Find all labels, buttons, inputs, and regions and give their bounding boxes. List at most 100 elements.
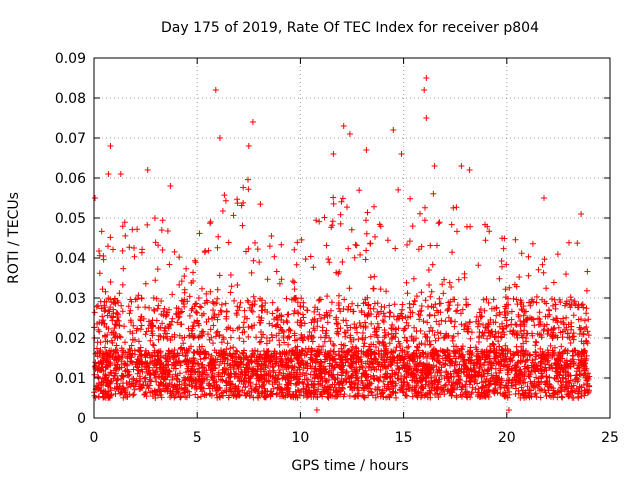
- data-point: [216, 350, 223, 357]
- data-point: [262, 300, 269, 306]
- data-point: [343, 356, 350, 363]
- data-point: [465, 348, 471, 355]
- data-point: [267, 373, 274, 379]
- data-point: [355, 336, 362, 343]
- data-point: [115, 386, 122, 393]
- data-point: [119, 223, 126, 230]
- y-tick-label: 0.07: [55, 131, 86, 147]
- data-point: [540, 269, 547, 276]
- data-point: [509, 383, 516, 389]
- data-point: [390, 127, 397, 133]
- data-point: [111, 325, 118, 332]
- data-point: [414, 343, 420, 350]
- data-point: [534, 330, 541, 337]
- data-point: [456, 350, 463, 357]
- data-point: [262, 372, 268, 379]
- data-point: [232, 350, 238, 357]
- data-point: [113, 342, 120, 349]
- data-point: [250, 293, 257, 300]
- data-point: [496, 275, 503, 282]
- data-point: [419, 377, 426, 384]
- data-point: [333, 269, 340, 276]
- data-point: [192, 391, 199, 398]
- data-point: [271, 253, 278, 260]
- data-point: [263, 335, 270, 341]
- data-point: [341, 391, 348, 398]
- data-point: [552, 317, 559, 324]
- data-point: [339, 354, 346, 361]
- data-point: [291, 295, 298, 302]
- data-point: [326, 334, 333, 341]
- data-point: [492, 354, 499, 361]
- data-point: [545, 355, 552, 362]
- data-point: [245, 372, 252, 379]
- data-point: [249, 348, 256, 354]
- data-point: [188, 343, 194, 350]
- data-point: [282, 362, 289, 369]
- data-point: [298, 334, 305, 341]
- data-point: [543, 373, 550, 380]
- data-point: [116, 290, 123, 297]
- data-point: [314, 347, 321, 354]
- data-point: [299, 311, 306, 318]
- data-point: [555, 324, 562, 331]
- data-point: [406, 364, 413, 371]
- data-point: [367, 333, 374, 340]
- data-point: [513, 385, 519, 392]
- data-point: [342, 370, 349, 377]
- data-point: [357, 251, 364, 258]
- data-point: [574, 240, 581, 247]
- data-point: [433, 387, 439, 394]
- data-point: [437, 309, 444, 316]
- data-point: [560, 350, 566, 356]
- y-tick-labels: 0 0.01 0.02 0.03 0.04 0.05 0.06 0.07 0.08 0.09: [55, 51, 86, 427]
- data-point: [182, 384, 189, 391]
- data-point: [238, 368, 245, 375]
- data-point: [104, 380, 111, 387]
- data-point: [228, 381, 235, 387]
- data-point: [557, 299, 564, 306]
- data-point: [321, 214, 328, 221]
- data-point: [575, 364, 582, 371]
- data-point: [191, 357, 198, 364]
- data-point: [180, 340, 187, 347]
- data-point: [405, 385, 411, 392]
- data-point: [157, 348, 164, 355]
- data-point: [418, 340, 425, 347]
- data-point: [393, 369, 400, 376]
- data-point: [151, 307, 158, 314]
- data-point: [517, 357, 524, 364]
- data-point: [138, 352, 145, 359]
- data-point: [530, 364, 537, 371]
- data-point: [403, 279, 410, 286]
- data-point: [105, 388, 112, 395]
- data-point: [383, 385, 390, 392]
- data-point: [502, 393, 509, 400]
- data-point: [122, 339, 128, 346]
- data-point: [194, 309, 201, 316]
- data-point: [352, 392, 359, 399]
- data-point: [406, 300, 413, 307]
- data-point: [486, 388, 493, 395]
- data-point: [378, 361, 385, 368]
- data-point: [516, 274, 523, 280]
- data-point: [532, 384, 539, 391]
- data-point: [294, 299, 301, 306]
- data-point: [122, 232, 129, 239]
- data-point: [112, 321, 118, 328]
- data-point: [138, 322, 145, 329]
- data-point: [424, 355, 430, 361]
- data-point: [532, 338, 539, 345]
- data-point: [515, 313, 522, 320]
- data-point: [481, 349, 488, 355]
- data-point: [307, 253, 314, 260]
- data-point: [499, 235, 506, 242]
- data-point: [403, 362, 409, 369]
- data-point: [378, 308, 384, 315]
- data-point: [554, 372, 561, 379]
- data-point: [557, 329, 564, 336]
- data-point: [415, 246, 422, 253]
- data-point: [425, 351, 431, 358]
- data-point: [398, 151, 405, 157]
- data-point: [522, 389, 529, 396]
